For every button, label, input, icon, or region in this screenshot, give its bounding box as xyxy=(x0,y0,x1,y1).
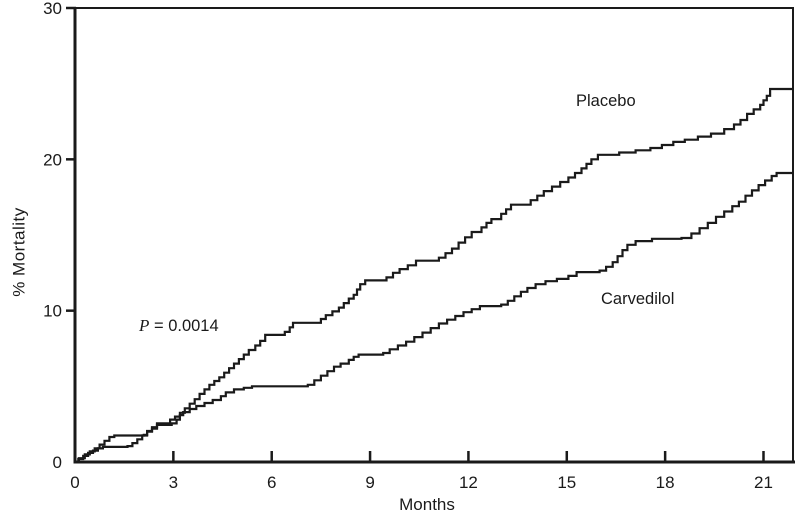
plot-frame xyxy=(75,7,794,462)
series-label-placebo: Placebo xyxy=(576,92,636,110)
placebo-curve xyxy=(75,87,793,464)
y-tick-label-0: 0 xyxy=(53,453,62,472)
x-tick-label-0: 0 xyxy=(70,473,79,492)
y-tick-label-10: 10 xyxy=(43,302,62,321)
series-label-carvedilol: Carvedilol xyxy=(601,290,675,308)
x-tick-label-6: 6 xyxy=(267,473,276,492)
x-tick-label-21: 21 xyxy=(754,473,773,492)
y-axis-title: % Mortality xyxy=(9,207,29,297)
x-tick-label-9: 9 xyxy=(365,473,374,492)
x-tick-label-3: 3 xyxy=(169,473,178,492)
x-tick-label-15: 15 xyxy=(557,473,576,492)
carvedilol-curve xyxy=(75,171,793,464)
y-tick-label-30: 30 xyxy=(43,0,62,18)
p-symbol: P xyxy=(139,316,150,335)
p-value-text: = 0.0014 xyxy=(149,317,219,335)
x-tick-label-18: 18 xyxy=(656,473,675,492)
x-axis-title: Months xyxy=(399,495,455,514)
p-value-annotation: P = 0.0014 xyxy=(139,317,219,335)
y-tick-label-20: 20 xyxy=(43,150,62,169)
x-tick-label-12: 12 xyxy=(459,473,478,492)
axis-lines xyxy=(73,7,795,464)
